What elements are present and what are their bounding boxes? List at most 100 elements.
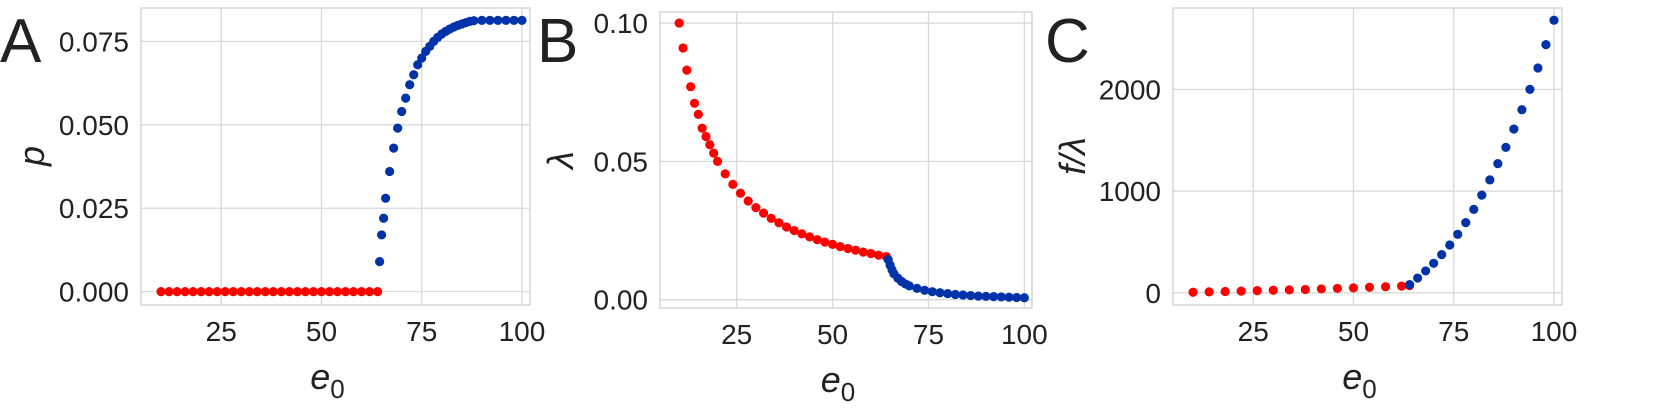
data-point — [348, 287, 359, 297]
data-point — [381, 193, 391, 203]
data-point — [517, 15, 527, 25]
data-point — [228, 287, 238, 297]
data-point — [827, 239, 838, 249]
data-point — [689, 98, 700, 108]
data-point — [709, 148, 719, 158]
data-point — [989, 292, 999, 302]
data-point — [686, 82, 696, 92]
series-red — [156, 287, 383, 297]
y-tick-label: 0.050 — [59, 110, 129, 141]
data-point — [1316, 284, 1326, 294]
data-point — [958, 290, 968, 300]
data-point — [1533, 63, 1543, 73]
data-point — [284, 287, 294, 297]
data-point — [156, 287, 166, 297]
data-point — [920, 285, 930, 295]
data-point — [501, 15, 511, 25]
data-point — [397, 106, 407, 117]
chart-panel-b: 25 50 75 100 0.00 0.05 0.10 e0 λ B — [537, 7, 1048, 407]
panel-letter: B — [537, 7, 578, 76]
data-point — [1485, 175, 1495, 185]
data-point — [1445, 240, 1455, 250]
data-point — [1220, 286, 1230, 297]
data-point — [693, 109, 703, 119]
data-point — [1188, 287, 1198, 297]
data-point — [1477, 190, 1487, 200]
data-point — [789, 225, 799, 236]
data-point — [781, 222, 792, 232]
data-point — [843, 243, 853, 254]
data-point — [1204, 287, 1214, 297]
data-point — [379, 213, 389, 223]
data-point — [1300, 284, 1310, 295]
y-tick-label: 0.000 — [59, 277, 129, 308]
x-tick-label: 25 — [206, 316, 237, 347]
x-axis-label-subscript: 0 — [841, 377, 855, 407]
data-point — [1004, 292, 1014, 302]
x-axis-label: e0 — [821, 359, 856, 407]
data-point — [401, 93, 411, 103]
series-blue — [375, 15, 527, 267]
data-point — [1012, 292, 1022, 303]
x-axis-label-base: e — [1342, 356, 1362, 397]
data-point — [389, 143, 399, 153]
data-point — [316, 287, 327, 297]
data-point — [1284, 285, 1294, 295]
plot-frame — [140, 7, 531, 306]
x-axis-label-base: e — [310, 356, 330, 397]
data-point — [927, 287, 937, 297]
data-point — [950, 289, 960, 300]
x-tick-label: 50 — [1338, 316, 1369, 347]
data-point — [1268, 285, 1278, 295]
data-point — [1364, 282, 1375, 292]
x-tick-label: 100 — [1001, 319, 1048, 350]
data-point — [866, 248, 876, 259]
data-point — [356, 287, 367, 297]
data-point — [835, 241, 845, 252]
data-point — [212, 287, 222, 297]
data-point — [1493, 159, 1503, 169]
data-point — [820, 237, 830, 247]
data-point — [364, 287, 375, 297]
data-point — [409, 70, 419, 80]
x-tick-label: 50 — [817, 319, 848, 350]
data-point — [981, 291, 991, 301]
y-tick-label: 0.10 — [594, 8, 649, 39]
data-point — [469, 16, 479, 26]
data-point — [260, 287, 270, 297]
plot-frame — [1172, 7, 1563, 306]
y-tick-label: 0.00 — [594, 285, 649, 316]
data-point — [340, 287, 351, 297]
data-point — [728, 179, 738, 189]
panel-letter: C — [1045, 7, 1090, 76]
data-point — [912, 283, 922, 293]
data-point — [204, 287, 214, 297]
data-point — [1549, 15, 1559, 25]
data-point — [373, 287, 383, 297]
data-point — [332, 287, 343, 297]
chart-panel-a: 25 50 75 100 0.000 0.025 0.050 0.075 e0 p A — [0, 7, 545, 404]
y-tick-label: 1000 — [1099, 176, 1161, 207]
series-red — [1188, 281, 1415, 297]
x-tick-label: 100 — [499, 316, 546, 347]
data-point — [966, 290, 976, 301]
x-tick-label: 75 — [1438, 316, 1469, 347]
data-point — [405, 80, 415, 90]
data-point — [308, 287, 319, 297]
y-axis-label: λ — [540, 151, 581, 171]
x-axis-label-subscript: 0 — [1362, 374, 1376, 404]
y-tick-label: 0.075 — [59, 26, 129, 57]
x-axis-label-subscript: 0 — [330, 374, 344, 404]
data-point — [1396, 281, 1407, 291]
data-point — [377, 230, 387, 240]
data-point — [697, 123, 707, 133]
data-point — [244, 287, 254, 297]
data-point — [674, 18, 684, 28]
x-tick-label: 75 — [406, 316, 437, 347]
x-tick-label: 100 — [1531, 316, 1578, 347]
data-point — [943, 289, 953, 299]
y-axis-label: p — [11, 146, 52, 167]
data-point — [735, 188, 746, 198]
data-point — [1348, 283, 1359, 293]
